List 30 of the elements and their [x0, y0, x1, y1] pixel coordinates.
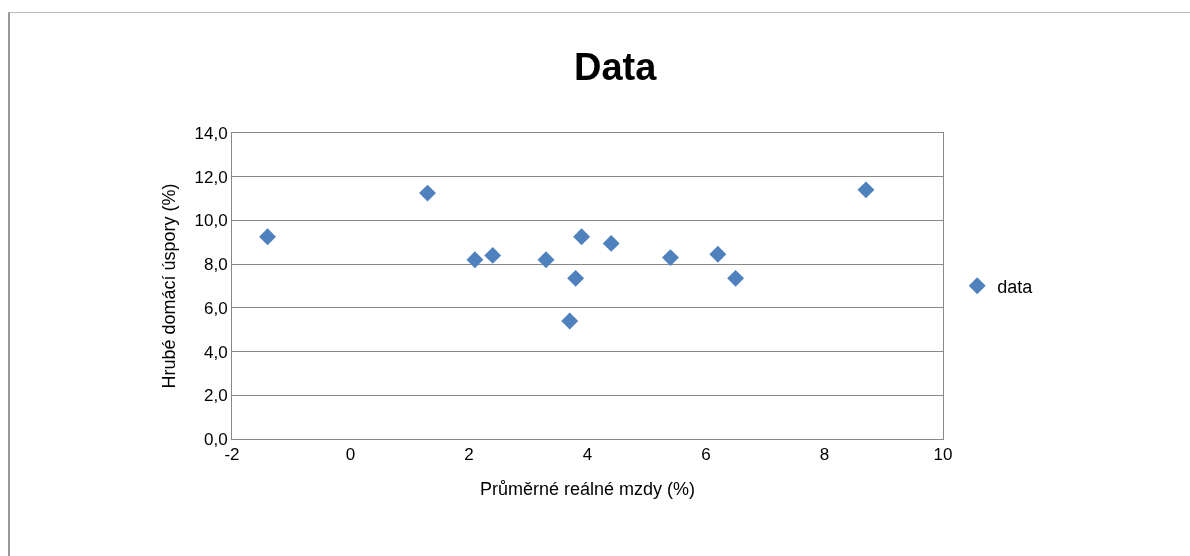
x-tick-label: 2: [464, 445, 474, 465]
chart-title: Data: [574, 46, 658, 89]
y-tick-label: 12,0: [194, 167, 228, 187]
point: [709, 245, 727, 263]
point: [857, 181, 875, 199]
x-tick-label: 8: [819, 445, 830, 465]
y-tick-label: 8,0: [203, 255, 228, 275]
point: [662, 249, 679, 267]
y-tick-label: 14,0: [194, 123, 228, 143]
point: [727, 269, 745, 287]
y-tick-label: 10,0: [194, 211, 228, 231]
legend-label: data: [997, 276, 1034, 297]
point: [573, 228, 591, 246]
y-tick-label: 4,0: [203, 342, 228, 362]
point: [602, 234, 620, 252]
x-tick-label: 6: [701, 445, 711, 465]
x-tick-label: 0: [345, 445, 356, 465]
x-tick-label: 10: [933, 445, 953, 465]
point: [567, 269, 585, 287]
point: [484, 246, 502, 264]
y-tick-label: 6,0: [203, 298, 228, 318]
point: [537, 251, 555, 269]
y-tick-label: 2,0: [203, 386, 228, 406]
y-axis-title: Hrubé domácí úspory (%): [158, 183, 179, 389]
point: [466, 251, 484, 269]
x-axis-title: Průměrné reálné mzdy (%): [479, 478, 696, 499]
point: [419, 184, 436, 202]
point: [259, 228, 276, 246]
point: [561, 312, 579, 330]
x-tick-label: 4: [582, 445, 593, 465]
